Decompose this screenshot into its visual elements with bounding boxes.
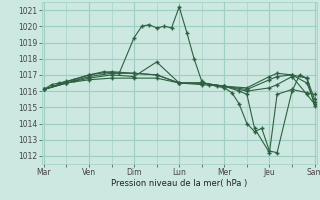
X-axis label: Pression niveau de la mer( hPa ): Pression niveau de la mer( hPa ) — [111, 179, 247, 188]
